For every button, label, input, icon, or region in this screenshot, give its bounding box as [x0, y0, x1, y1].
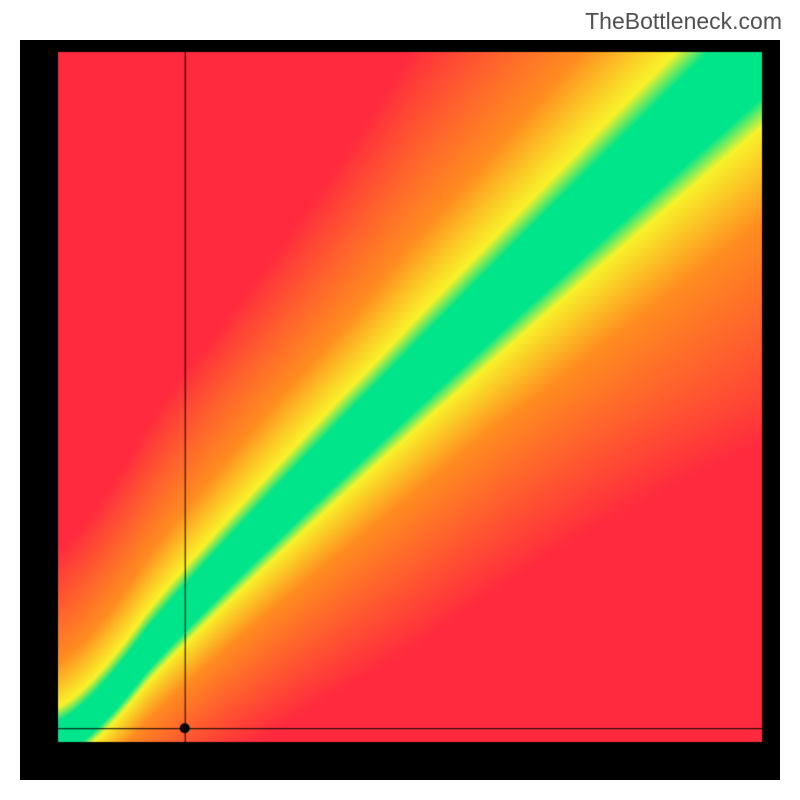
chart-container: TheBottleneck.com — [0, 0, 800, 800]
attribution-text: TheBottleneck.com — [585, 8, 782, 35]
chart-frame — [20, 40, 780, 780]
bottleneck-heatmap — [20, 40, 780, 780]
